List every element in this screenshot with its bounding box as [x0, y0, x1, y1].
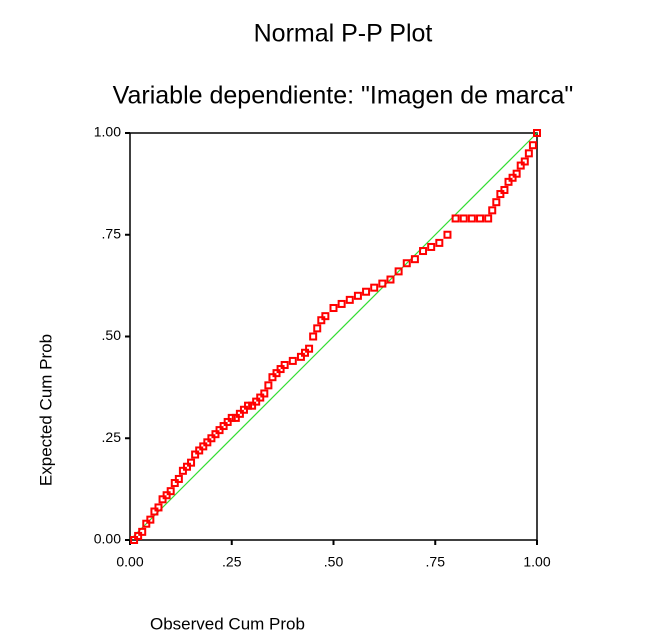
point: [512, 169, 521, 178]
point: [256, 393, 265, 402]
point: [235, 409, 244, 418]
point: [219, 422, 228, 431]
chart-title: Normal P-P Plot: [254, 20, 433, 48]
point: [500, 185, 509, 194]
point: [410, 255, 419, 264]
point: [142, 519, 151, 528]
point: [130, 536, 139, 544]
point: [231, 413, 240, 422]
point: [191, 450, 200, 459]
point: [378, 279, 387, 288]
point: [182, 462, 191, 471]
point: [170, 479, 179, 488]
x-tick-label: 1.00: [523, 554, 550, 570]
y-axis-label: Expected Cum Prob: [36, 334, 55, 486]
point: [488, 206, 497, 215]
point: [362, 287, 371, 296]
point: [459, 214, 468, 223]
point: [386, 275, 395, 284]
point: [370, 283, 379, 292]
point: [301, 348, 310, 357]
chart-subtitle: Variable dependiente: "Imagen de marca": [113, 82, 574, 110]
point: [215, 426, 224, 435]
point: [260, 389, 269, 398]
point: [520, 157, 529, 166]
point: [402, 259, 411, 268]
point: [484, 214, 493, 223]
point: [467, 214, 476, 223]
point: [305, 344, 314, 353]
point: [451, 214, 460, 223]
point: [134, 531, 143, 540]
point: [211, 430, 220, 439]
x-axis-label: Observed Cum Prob: [150, 614, 305, 633]
point: [296, 352, 305, 361]
point: [248, 401, 257, 410]
point: [178, 466, 187, 475]
y-tick-label: .50: [102, 327, 122, 343]
y-tick-label: 1.00: [94, 124, 121, 140]
point: [223, 417, 232, 426]
point: [187, 458, 196, 467]
point: [317, 316, 326, 325]
point: [329, 304, 338, 313]
point: [280, 360, 289, 369]
point: [533, 129, 541, 137]
point: [199, 442, 208, 451]
point: [227, 413, 236, 422]
x-tick-label: .50: [324, 554, 344, 570]
reference-line: [129, 132, 538, 541]
point: [427, 242, 436, 251]
point: [239, 405, 248, 414]
x-tick-label: 0.00: [116, 554, 143, 570]
point: [158, 495, 167, 504]
point: [288, 356, 297, 365]
point: [166, 487, 175, 496]
y-tick-label: .25: [102, 429, 122, 445]
point: [394, 267, 403, 276]
point: [516, 161, 525, 170]
point: [337, 299, 346, 308]
point: [207, 434, 216, 443]
point: [496, 190, 505, 199]
point: [504, 177, 513, 186]
point: [244, 401, 253, 410]
point: [154, 503, 163, 512]
y-tick-label: 0.00: [94, 531, 121, 547]
point: [528, 141, 537, 150]
point: [272, 369, 281, 378]
x-tick-label: .75: [426, 554, 446, 570]
point: [321, 312, 330, 321]
point: [138, 527, 147, 536]
point: [195, 446, 204, 455]
point: [146, 515, 155, 524]
point: [435, 238, 444, 247]
point: [443, 230, 452, 239]
point: [508, 173, 517, 182]
point: [353, 291, 362, 300]
point: [309, 332, 318, 341]
point: [268, 373, 277, 382]
point: [476, 214, 485, 223]
point: [492, 198, 501, 207]
point: [174, 474, 183, 483]
point: [276, 365, 285, 374]
point: [252, 397, 261, 406]
point: [419, 247, 428, 256]
point: [524, 149, 533, 158]
point: [203, 438, 212, 447]
point: [150, 507, 159, 516]
point: [162, 491, 171, 500]
point: [345, 295, 354, 304]
y-tick-label: .75: [102, 225, 122, 241]
x-tick-label: .25: [222, 554, 242, 570]
point: [264, 381, 273, 390]
point: [313, 324, 322, 333]
